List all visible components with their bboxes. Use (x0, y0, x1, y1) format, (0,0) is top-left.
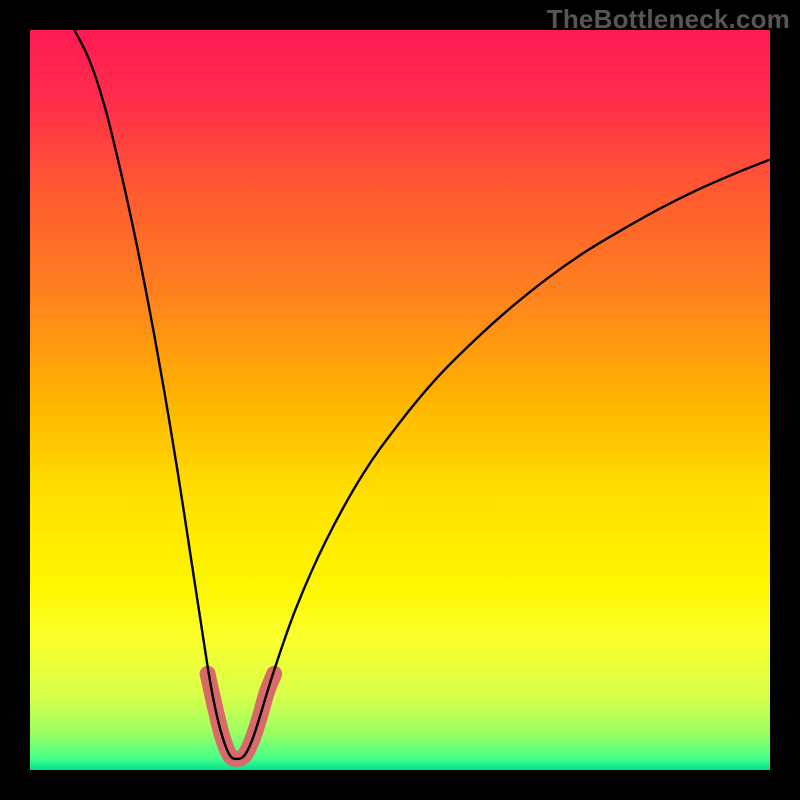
bottleneck-chart (0, 0, 800, 800)
watermark-text: TheBottleneck.com (547, 4, 790, 35)
plot-area (30, 30, 770, 770)
